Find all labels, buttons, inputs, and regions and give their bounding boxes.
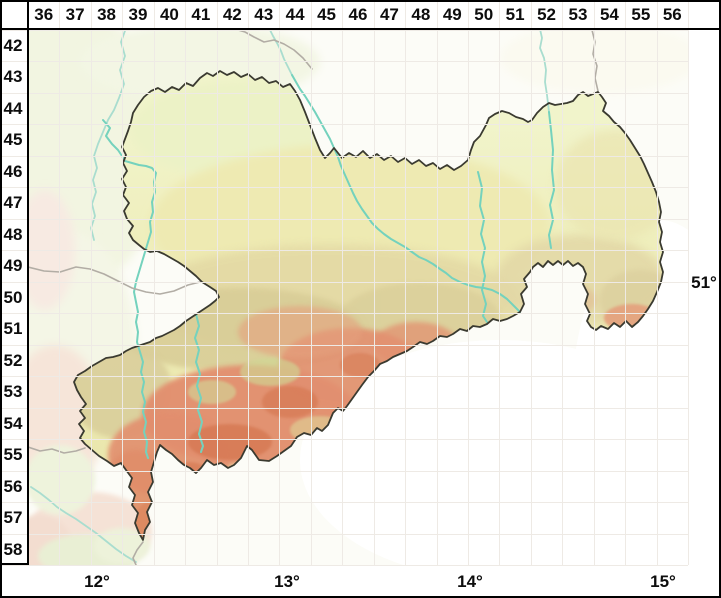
border-bavaria [28,446,86,454]
relief-patch [500,30,688,94]
row-header-label: 51 [3,319,23,339]
row-header-label: 54 [3,413,23,433]
row-header-label: 57 [3,508,23,528]
row-header-label: 50 [3,287,23,307]
column-header-label: 40 [159,5,179,24]
column-header-label: 46 [348,5,368,24]
column-header-label: 48 [411,5,431,24]
elbe-river-outside [269,30,293,76]
relief-patch [240,358,300,386]
column-header-label: 37 [65,5,85,24]
rivers [102,74,555,459]
row-header-label: 45 [3,130,23,150]
column-header-label: 43 [254,5,274,24]
latitude-label: 51° [691,273,717,292]
row-header-label: 43 [3,67,23,87]
row-header-label: 47 [3,193,23,213]
row-header-label: 56 [3,476,23,496]
column-header-label: 42 [222,5,242,24]
header-separator-horizontal [0,28,721,30]
row-header-label: 58 [3,539,23,559]
column-header-label: 39 [128,5,148,24]
mulde-river [102,119,157,459]
row-header-label: 53 [3,382,23,402]
column-header-label: 45 [317,5,337,24]
row-header-bottom-line [0,563,29,565]
column-header-label: 44 [285,5,305,24]
bautzen-river [477,171,488,323]
column-header-label: 51 [505,5,525,24]
neisse-river-north [539,30,550,113]
column-header-label: 56 [662,5,682,24]
longitude-label: 13° [274,572,300,591]
row-header-label: 55 [3,445,23,465]
column-header-label: 41 [191,5,211,24]
relief-patch [188,380,236,404]
column-header-label: 52 [537,5,557,24]
longitude-label: 15° [650,572,676,591]
longitude-label: 12° [84,572,110,591]
longitude-label: 14° [457,572,483,591]
column-header-label: 49 [442,5,462,24]
elbe-river [291,74,521,313]
relief-patch [340,353,380,377]
header-separator-vertical [27,0,29,565]
column-header-label: 47 [379,5,399,24]
column-header-label: 50 [474,5,494,24]
row-header-label: 48 [3,224,23,244]
row-header-label: 52 [3,350,23,370]
row-header-label: 44 [3,98,23,118]
border-czech-bavaria [132,541,144,565]
zwickauer-mulde-river [194,313,204,453]
czech-river [30,486,137,563]
row-header-label: 49 [3,256,23,276]
column-header-label: 54 [599,5,619,24]
row-header-label: 42 [3,36,23,55]
column-header-label: 38 [97,5,117,24]
column-header-label: 55 [631,5,651,24]
row-header-label: 46 [3,161,23,181]
relief-patch [262,386,318,418]
column-header-label: 53 [568,5,588,24]
column-header-label: 36 [34,5,54,24]
spree-river [548,111,555,249]
